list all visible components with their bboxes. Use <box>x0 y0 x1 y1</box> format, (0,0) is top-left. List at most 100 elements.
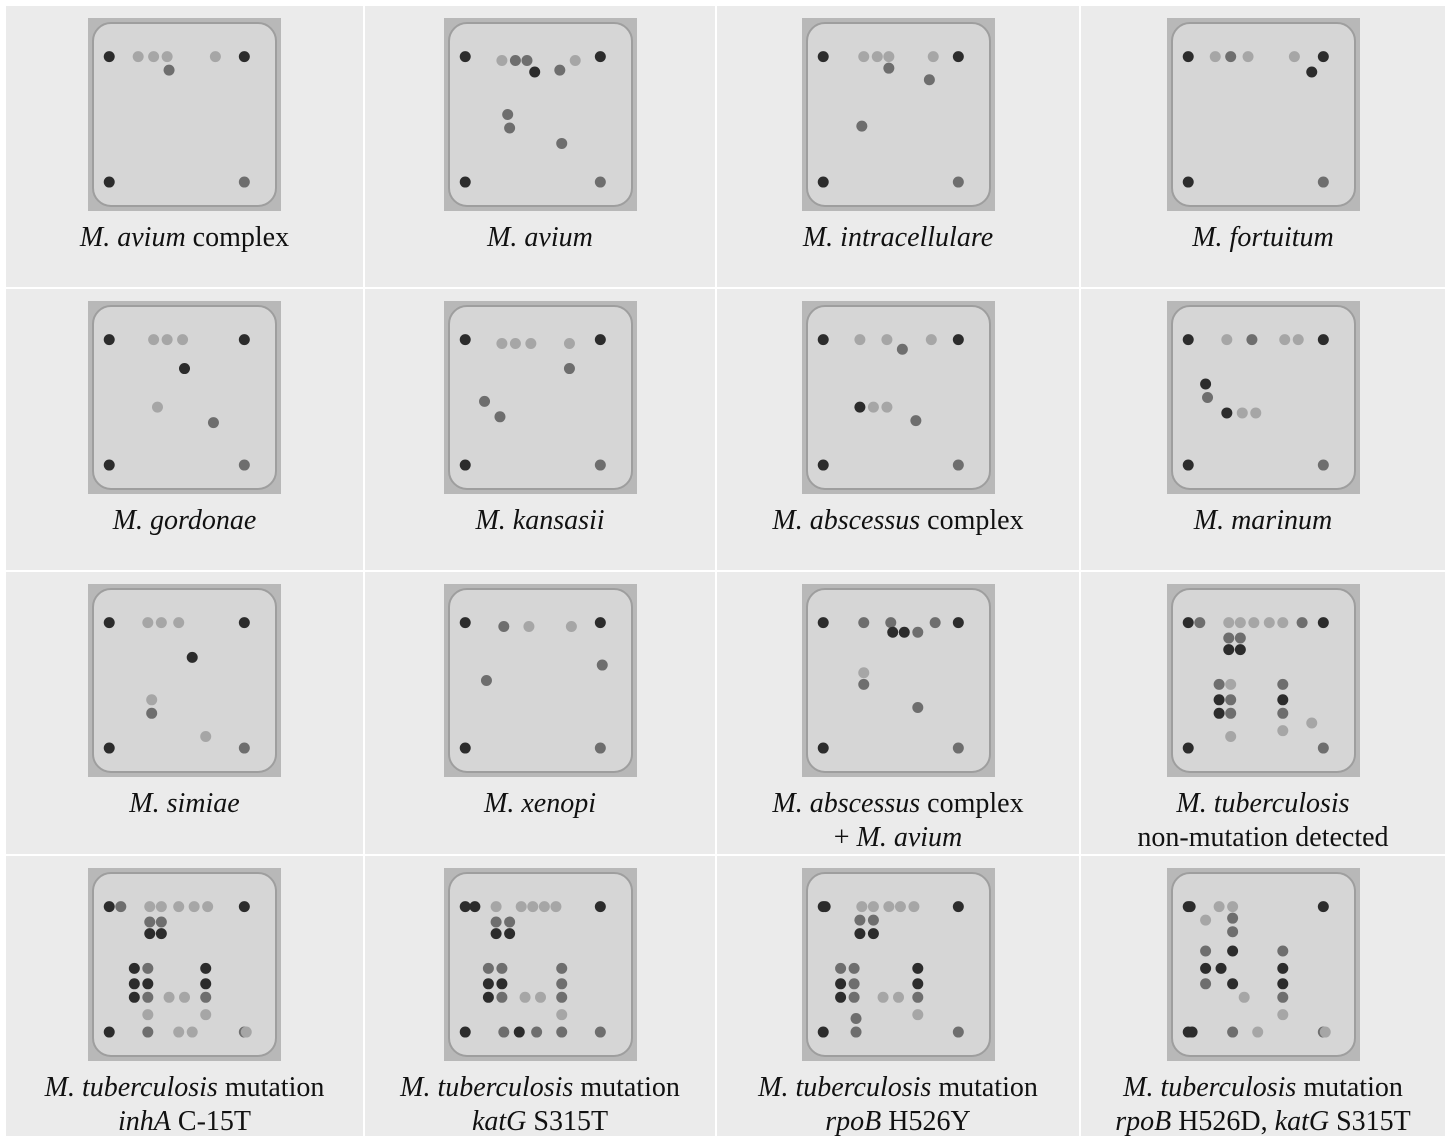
spot <box>1200 378 1211 389</box>
caption-text: H526D, <box>1178 1106 1267 1137</box>
spot <box>1223 617 1234 628</box>
spot <box>894 901 905 912</box>
spot <box>104 460 115 471</box>
spot <box>459 51 470 62</box>
spot <box>883 901 894 912</box>
figure-cell: M. xenopi <box>365 572 715 854</box>
spot <box>912 627 923 638</box>
spot <box>1277 978 1288 989</box>
array-plate <box>802 584 995 777</box>
spot <box>459 901 470 912</box>
figure-cell: M. fortuitum <box>1081 6 1445 287</box>
spot <box>1182 177 1193 188</box>
spot <box>881 334 892 345</box>
caption-line: katG S315T <box>365 1105 715 1137</box>
spot <box>910 415 921 426</box>
caption-text: M. simiae <box>129 788 239 819</box>
spot <box>239 460 250 471</box>
spot <box>563 338 574 349</box>
array-plate <box>88 868 281 1061</box>
array-plate <box>1167 584 1360 777</box>
caption-text: M. avium <box>487 222 593 253</box>
spot <box>556 978 567 989</box>
caption-line: M. avium complex <box>6 221 363 255</box>
spot <box>200 992 211 1003</box>
spot <box>1277 694 1288 705</box>
spot <box>952 177 963 188</box>
spot <box>817 743 828 754</box>
spot <box>952 51 963 62</box>
spot <box>490 917 501 928</box>
spot <box>200 978 211 989</box>
spot <box>129 992 140 1003</box>
spot <box>877 992 888 1003</box>
spot <box>142 1009 153 1020</box>
spot <box>817 1027 828 1038</box>
spot <box>459 617 470 628</box>
caption-line: M. gordonae <box>6 504 363 538</box>
array-plate <box>444 301 637 494</box>
spot <box>1248 617 1259 628</box>
caption-line: non-mutation detected <box>1081 821 1445 855</box>
caption-line: M. avium <box>365 221 715 255</box>
spot <box>1288 51 1299 62</box>
spot <box>239 617 250 628</box>
caption-text: M. tuberculosis <box>1123 1072 1296 1103</box>
caption-line: M. abscessus complex <box>717 504 1079 538</box>
spot <box>871 51 882 62</box>
spot <box>1200 978 1211 989</box>
spot <box>148 51 159 62</box>
spot <box>867 928 878 939</box>
spot <box>1317 334 1328 345</box>
spot <box>1250 407 1261 418</box>
spot <box>496 55 507 66</box>
array-plate <box>444 18 637 211</box>
figure-cell: M. marinum <box>1081 289 1445 570</box>
caption: M. simiae <box>6 787 363 821</box>
spot <box>848 992 859 1003</box>
spot <box>129 963 140 974</box>
spot <box>490 901 501 912</box>
spot <box>525 338 536 349</box>
spot <box>482 978 493 989</box>
spot <box>1319 1027 1330 1038</box>
array-plate <box>88 301 281 494</box>
spot <box>504 917 515 928</box>
caption-text: C-15T <box>178 1106 251 1137</box>
spot <box>142 1027 153 1038</box>
spot <box>1317 177 1328 188</box>
caption: M. abscessus complex <box>717 504 1079 538</box>
spot <box>594 617 605 628</box>
spot <box>854 928 865 939</box>
spot <box>531 1027 542 1038</box>
spot <box>594 334 605 345</box>
caption-text: M. xenopi <box>484 788 596 819</box>
caption-line: M. intracellulare <box>717 221 1079 255</box>
spot <box>1221 407 1232 418</box>
spot <box>1202 392 1213 403</box>
spot <box>1200 915 1211 926</box>
spot <box>858 51 869 62</box>
spot <box>858 617 869 628</box>
spot <box>908 901 919 912</box>
spot <box>239 177 250 188</box>
figure-cell: M. abscessus complex+ M. avium <box>717 572 1079 854</box>
spot <box>1223 633 1234 644</box>
spot <box>538 901 549 912</box>
spot <box>1182 334 1193 345</box>
spot <box>104 177 115 188</box>
array-plate <box>1167 868 1360 1061</box>
spot <box>202 901 213 912</box>
spot <box>1186 1027 1197 1038</box>
spot <box>142 617 153 628</box>
spot <box>594 460 605 471</box>
spot <box>556 138 567 149</box>
spot <box>912 702 923 713</box>
caption-line: rpoB H526Y <box>717 1105 1079 1137</box>
spot <box>142 978 153 989</box>
spot <box>210 51 221 62</box>
caption-text: complex <box>927 505 1023 536</box>
